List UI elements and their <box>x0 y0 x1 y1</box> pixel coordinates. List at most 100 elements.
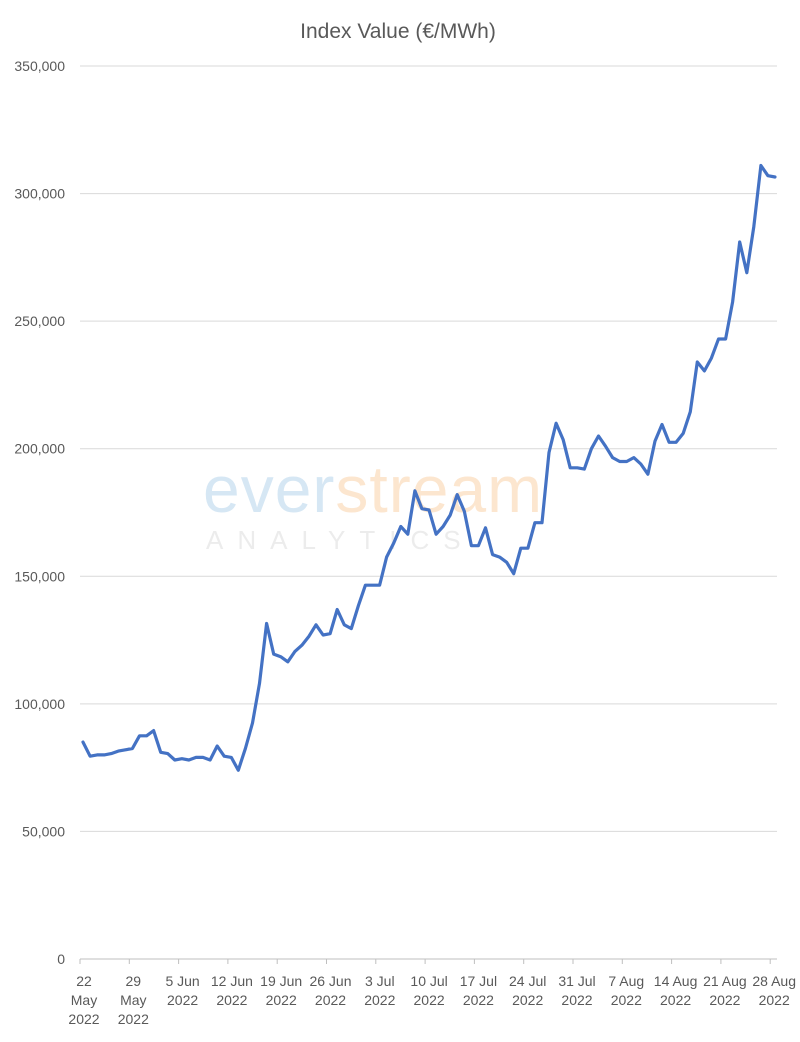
data-point <box>449 513 452 517</box>
watermark-subtitle: ANALYTICS <box>206 525 475 555</box>
data-point <box>689 410 692 413</box>
data-point <box>590 447 593 450</box>
data-point <box>562 438 565 441</box>
data-point <box>611 456 614 459</box>
data-point <box>371 584 374 587</box>
data-point <box>272 652 275 656</box>
data-point <box>413 489 417 492</box>
data-point <box>498 555 501 559</box>
data-point <box>703 369 706 373</box>
data-point <box>653 439 657 443</box>
x-tick-label: 3 Jul 2022 <box>364 973 395 1008</box>
x-axis <box>79 958 777 964</box>
data-point <box>194 756 198 759</box>
data-point <box>731 300 734 304</box>
data-point <box>343 623 346 626</box>
data-point <box>427 508 431 512</box>
data-point <box>201 756 205 759</box>
data-point <box>583 467 586 471</box>
data-point <box>533 521 537 524</box>
data-point <box>364 584 367 587</box>
data-point <box>470 544 473 547</box>
data-point <box>399 525 402 528</box>
x-tick-label: 14 Aug 2022 <box>654 973 698 1008</box>
data-point <box>682 432 685 435</box>
x-tick-label: 24 Jul 2022 <box>509 973 546 1008</box>
data-point <box>159 751 162 754</box>
data-point <box>131 747 134 750</box>
data-point <box>230 756 233 759</box>
x-tick-label: 29 May 2022 <box>118 973 149 1027</box>
data-point <box>385 555 388 559</box>
y-axis-ticks: 0 50,000 100,000 150,000 200,000 250,000 300,0… <box>14 58 65 967</box>
data-point <box>434 533 438 536</box>
chart-title: Index Value (€/MWh) <box>300 20 496 43</box>
data-point <box>547 451 551 454</box>
data-point <box>145 734 148 737</box>
data-point <box>463 510 466 513</box>
data-point <box>773 175 777 179</box>
y-tick-label: 300,000 <box>14 186 65 202</box>
data-point <box>625 460 628 463</box>
data-point <box>138 734 141 737</box>
data-point <box>526 547 530 550</box>
x-axis-ticks: 22 May 2022 29 May 2022 5 Jun 2022 12 Jun 202219 … <box>68 973 796 1027</box>
data-point <box>505 561 508 564</box>
data-point <box>604 445 607 448</box>
data-point <box>745 271 748 274</box>
data-point <box>378 584 381 587</box>
data-point <box>103 753 106 757</box>
data-point <box>208 758 212 762</box>
data-point <box>117 749 120 753</box>
data-point <box>406 533 409 536</box>
data-point <box>336 608 339 611</box>
y-tick-label: 150,000 <box>14 568 65 584</box>
grid-lines <box>80 65 777 832</box>
data-point <box>456 493 459 496</box>
y-tick-label: 200,000 <box>14 441 65 457</box>
data-point <box>251 721 254 725</box>
data-point <box>420 507 424 510</box>
data-point <box>293 650 296 653</box>
data-point <box>314 623 318 626</box>
watermark-brand-stream: stream <box>335 452 543 526</box>
data-point <box>265 622 268 625</box>
y-tick-label: 250,000 <box>14 313 65 329</box>
data-point <box>554 422 558 425</box>
data-point <box>512 572 515 575</box>
data-point <box>597 434 600 438</box>
data-point <box>618 460 621 463</box>
data-point <box>576 466 579 469</box>
data-point <box>237 769 240 772</box>
watermark-brand-ever: ever <box>203 452 335 526</box>
data-point <box>667 441 671 444</box>
data-point <box>95 753 99 757</box>
data-point <box>307 635 311 638</box>
y-tick-label: 350,000 <box>14 58 65 74</box>
data-point <box>180 757 184 760</box>
data-point <box>300 644 304 647</box>
data-point <box>491 553 494 556</box>
data-point <box>540 521 544 524</box>
data-point <box>710 356 713 360</box>
x-tick-label: 19 Jun 2022 <box>260 973 302 1008</box>
data-point <box>569 466 572 469</box>
x-tick-label: 7 Aug 2022 <box>608 973 644 1008</box>
data-point <box>752 225 755 228</box>
x-tick-label: 22 May 2022 <box>68 973 99 1027</box>
data-point <box>696 360 699 364</box>
y-tick-label: 100,000 <box>14 696 65 712</box>
data-point <box>279 655 282 658</box>
data-point <box>357 604 360 607</box>
data-point <box>674 441 678 444</box>
x-tick-label: 5 Jun 2022 <box>165 973 199 1008</box>
data-point <box>766 174 770 177</box>
x-tick-label: 12 Jun 2022 <box>211 973 253 1008</box>
svg-text:everstream: everstream <box>203 452 543 526</box>
x-tick-label: 10 Jul 2022 <box>410 973 447 1008</box>
data-point <box>484 526 487 529</box>
data-point <box>477 544 480 547</box>
x-tick-label: 31 Jul 2022 <box>558 973 595 1008</box>
data-point <box>88 755 92 758</box>
data-point <box>244 747 247 750</box>
